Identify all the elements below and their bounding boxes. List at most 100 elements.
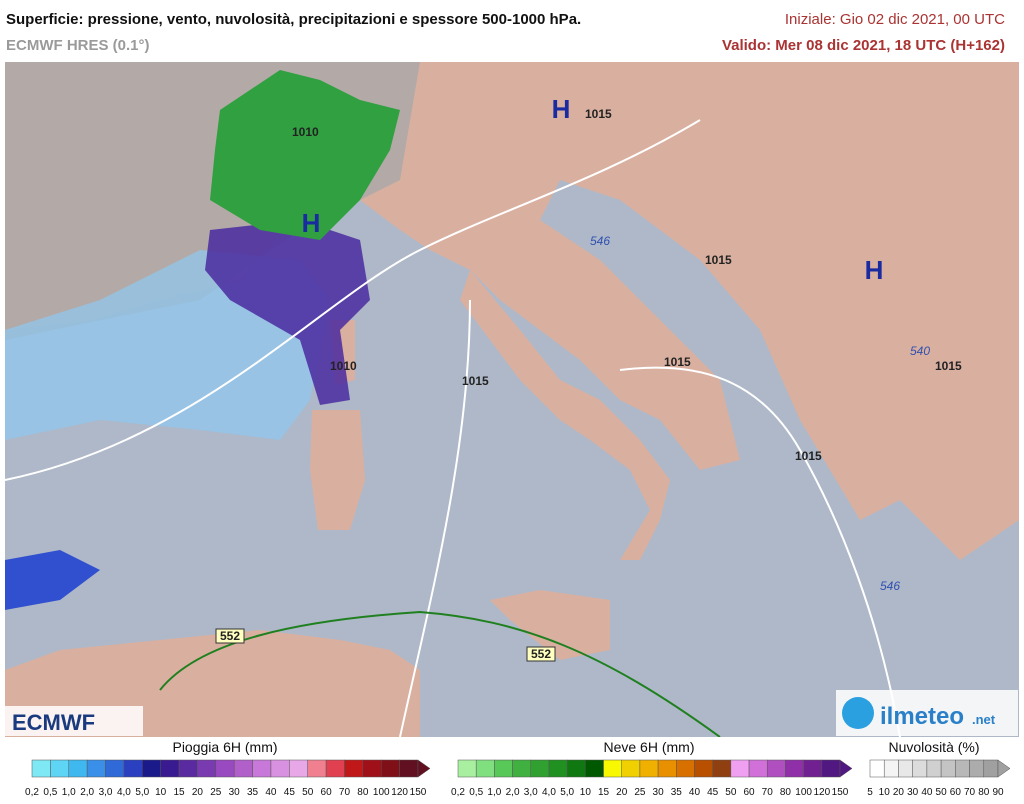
legend-swatch: [160, 759, 180, 778]
legend-label: 80: [357, 787, 369, 798]
isobar-label: 1015: [935, 359, 962, 373]
isobar-label: 1015: [585, 107, 612, 121]
legend-label: 35: [671, 787, 683, 798]
legend-label: 120: [391, 787, 408, 798]
legend-label: 10: [580, 787, 592, 798]
legend-swatch: [926, 759, 942, 778]
legend-swatch: [325, 759, 345, 778]
legend-label: 15: [598, 787, 610, 798]
legend-label: 3,0: [524, 787, 538, 798]
land-sardinia: [310, 410, 365, 530]
legend-swatch: [912, 759, 928, 778]
legend-swatch: [142, 759, 161, 778]
legend-label: 30: [907, 787, 919, 798]
logo-box: [5, 706, 143, 736]
thickness-label: 552: [531, 647, 551, 661]
legend-label: 1,0: [62, 787, 76, 798]
legend-swatch: [475, 759, 495, 778]
legend-title: Neve 6H (mm): [603, 739, 694, 755]
legend-label: 4,0: [117, 787, 131, 798]
legend-label: 10: [879, 787, 891, 798]
legend-swatch: [983, 759, 999, 778]
thickness-label: 540: [910, 344, 930, 358]
legend-swatch: [50, 759, 70, 778]
legend-swatch: [68, 759, 88, 778]
legend-swatch: [898, 759, 913, 778]
thickness-box: [215, 628, 245, 644]
isobar-label: 1010: [330, 359, 357, 373]
legend-swatch: [289, 759, 308, 778]
initial-time: Iniziale: Gio 02 dic 2021, 00 UTC: [785, 11, 1005, 28]
legend-arrow: [417, 759, 431, 778]
legend-swatch: [585, 759, 604, 778]
legend-label: 60: [950, 787, 962, 798]
thickness-label: 552: [220, 629, 240, 643]
legend-swatch: [86, 759, 106, 778]
legend-label: 0,5: [43, 787, 57, 798]
legend-swatch: [512, 759, 532, 778]
legend-label: 60: [743, 787, 755, 798]
legends: Pioggia 6H (mm) 0,2 0,5 1,0 2,0 3,0 4,0 5,0 10 15…: [25, 739, 1011, 798]
subtitle: ECMWF HRES (0.1°): [6, 37, 150, 54]
legend-swatch: [548, 759, 568, 778]
legend-swatch: [940, 759, 956, 778]
legend-swatch: [197, 759, 217, 778]
isobar: [5, 119, 701, 481]
legend-swatch: [955, 759, 970, 778]
legend-label: 0,2: [451, 787, 465, 798]
legend-label: 20: [893, 787, 905, 798]
legend-label: 10: [155, 787, 167, 798]
legend-label: 50: [302, 787, 314, 798]
legend-label: 0,5: [469, 787, 483, 798]
legend-swatch: [530, 759, 550, 778]
legend-label: 45: [284, 787, 296, 798]
isobar-label: 1010: [292, 125, 319, 139]
legend-label: 5,0: [135, 787, 149, 798]
legend-label: 5,0: [560, 787, 574, 798]
legend-label: 4,0: [542, 787, 556, 798]
legend-label: 120: [813, 787, 830, 798]
legend-swatch: [821, 759, 841, 778]
legend-swatch: [676, 759, 695, 778]
isobar-label: 1015: [795, 449, 822, 463]
legend-swatch: [748, 759, 768, 778]
legend-swatch: [969, 759, 985, 778]
rain-heavy: [205, 220, 370, 405]
legend-swatch: [105, 759, 125, 778]
legend-swatch: [712, 759, 732, 778]
legend-swatch: [694, 759, 713, 778]
legend-label: 80: [978, 787, 990, 798]
high-label: H: [552, 94, 571, 124]
legend-swatch: [785, 759, 804, 778]
legend-swatch: [869, 759, 885, 778]
legend-label: 70: [964, 787, 976, 798]
valid-time: Valido: Mer 08 dic 2021, 18 UTC (H+162): [722, 37, 1005, 54]
legend-label: 1,0: [487, 787, 501, 798]
legend-swatch: [252, 759, 272, 778]
land-italy: [460, 270, 670, 560]
legend-swatch: [233, 759, 253, 778]
logo-net: .net: [972, 712, 996, 727]
legend-title: Nuvolosità (%): [888, 739, 979, 755]
legend-label: 150: [832, 787, 849, 798]
legend-swatch: [215, 759, 235, 778]
legend-swatch: [270, 759, 290, 778]
isobar-label: 1015: [705, 253, 732, 267]
legend-swatch: [457, 759, 477, 778]
legend-label: 100: [795, 787, 812, 798]
isobar: [619, 366, 901, 737]
legend-label: 25: [210, 787, 222, 798]
rain-west: [5, 550, 100, 610]
legend-label: 50: [725, 787, 737, 798]
thickness-label: 546: [590, 234, 610, 248]
legend-label: 3,0: [99, 787, 113, 798]
legend-arrow: [997, 759, 1011, 778]
map: H H H 1015 1010 1015 1015 1015 1015 1015…: [5, 62, 1019, 737]
legend-label: 25: [634, 787, 646, 798]
legend-swatch: [344, 759, 364, 778]
legend-swatch: [123, 759, 143, 778]
legend-title: Pioggia 6H (mm): [172, 739, 277, 755]
thickness-line: [159, 610, 721, 737]
land-sicily: [490, 590, 610, 660]
